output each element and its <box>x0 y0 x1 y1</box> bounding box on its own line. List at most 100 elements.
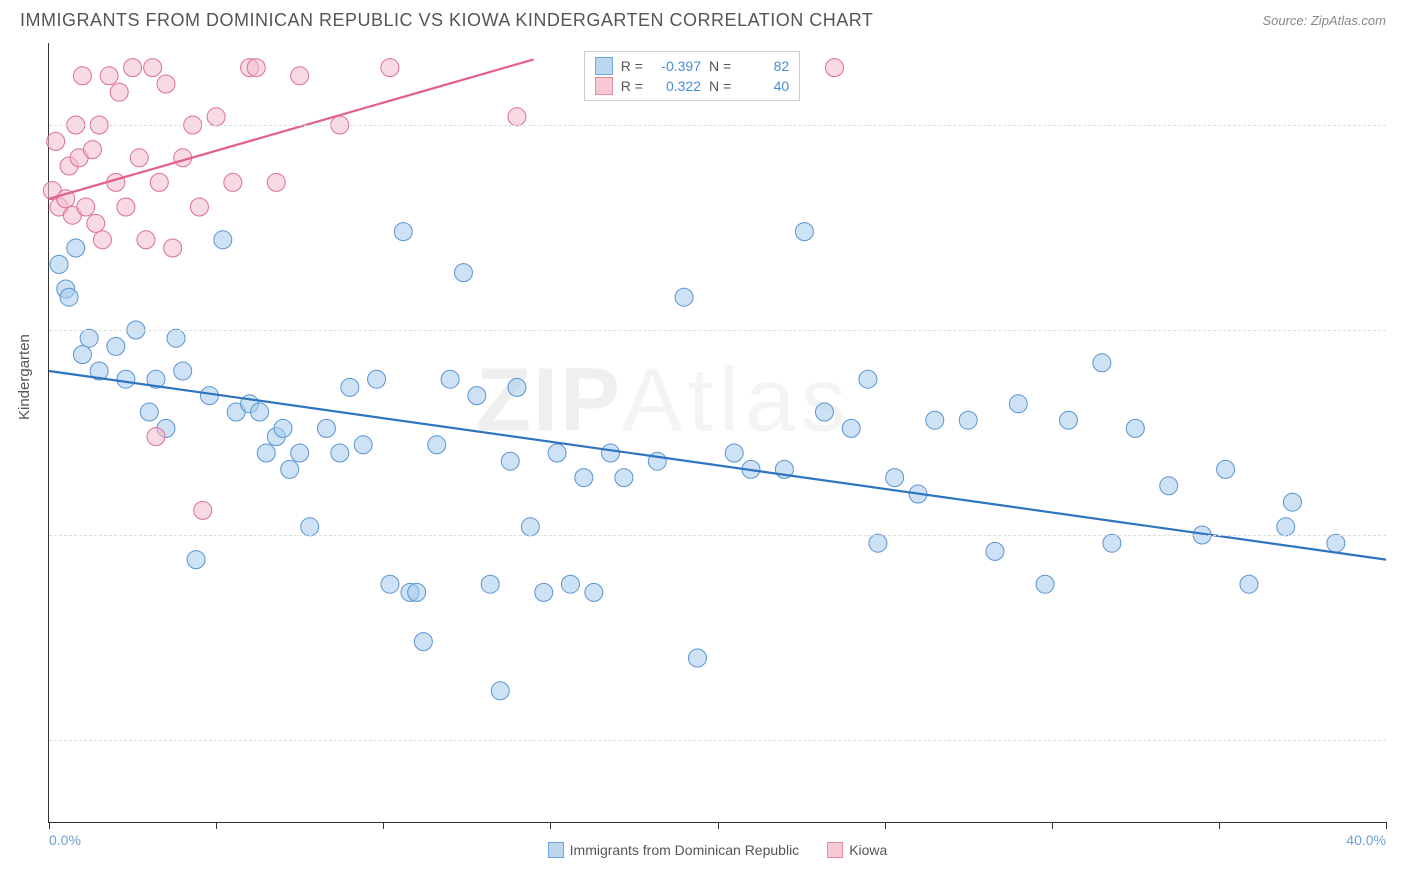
data-point <box>257 444 275 462</box>
x-tick <box>1219 822 1220 829</box>
swatch-blue <box>595 57 613 75</box>
data-point <box>107 337 125 355</box>
data-point <box>80 329 98 347</box>
legend-label-blue: Immigrants from Dominican Republic <box>570 842 800 858</box>
data-point <box>87 214 105 232</box>
grid-line <box>49 535 1386 536</box>
data-point <box>354 436 372 454</box>
header: IMMIGRANTS FROM DOMINICAN REPUBLIC VS KI… <box>0 0 1406 37</box>
data-point <box>331 444 349 462</box>
correlation-legend: R = -0.397 N = 82 R = 0.322 N = 40 <box>584 51 800 101</box>
data-point <box>481 575 499 593</box>
r-label: R = <box>621 78 643 94</box>
data-point <box>317 419 335 437</box>
data-point <box>795 223 813 241</box>
y-tick-label: 95.0% <box>1396 527 1406 543</box>
x-tick <box>49 822 50 829</box>
data-point <box>93 231 111 249</box>
data-point <box>508 108 526 126</box>
data-point <box>381 59 399 77</box>
data-point <box>83 141 101 159</box>
r-value-pink: 0.322 <box>651 78 701 94</box>
data-point <box>124 59 142 77</box>
data-point <box>167 329 185 347</box>
data-point <box>301 518 319 536</box>
data-point <box>491 682 509 700</box>
source-label: Source: ZipAtlas.com <box>1262 13 1386 28</box>
y-tick-label: 92.5% <box>1396 732 1406 748</box>
data-point <box>1036 575 1054 593</box>
data-point <box>986 542 1004 560</box>
data-point <box>585 583 603 601</box>
chart-title: IMMIGRANTS FROM DOMINICAN REPUBLIC VS KI… <box>20 10 873 31</box>
swatch-pink <box>595 77 613 95</box>
n-label: N = <box>709 78 731 94</box>
data-point <box>130 149 148 167</box>
data-point <box>77 198 95 216</box>
data-point <box>869 534 887 552</box>
r-value-blue: -0.397 <box>651 58 701 74</box>
data-point <box>194 501 212 519</box>
data-point <box>521 518 539 536</box>
x-tick <box>1386 822 1387 829</box>
data-point <box>1283 493 1301 511</box>
n-value-blue: 82 <box>739 58 789 74</box>
data-point <box>150 173 168 191</box>
data-point <box>224 173 242 191</box>
data-point <box>164 239 182 257</box>
x-tick <box>1052 822 1053 829</box>
data-point <box>959 411 977 429</box>
data-point <box>251 403 269 421</box>
trend-line <box>49 371 1386 560</box>
y-tick-label: 97.5% <box>1396 322 1406 338</box>
data-point <box>117 370 135 388</box>
legend-row-pink: R = 0.322 N = 40 <box>595 76 789 96</box>
data-point <box>615 469 633 487</box>
x-tick <box>885 822 886 829</box>
data-point <box>602 444 620 462</box>
data-point <box>815 403 833 421</box>
x-tick <box>383 822 384 829</box>
swatch-blue <box>548 842 564 858</box>
data-point <box>110 83 128 101</box>
data-point <box>394 223 412 241</box>
data-point <box>1103 534 1121 552</box>
data-point <box>886 469 904 487</box>
data-point <box>140 403 158 421</box>
data-point <box>1277 518 1295 536</box>
data-point <box>1059 411 1077 429</box>
data-point <box>926 411 944 429</box>
data-point <box>725 444 743 462</box>
data-point <box>1160 477 1178 495</box>
x-tick <box>718 822 719 829</box>
n-value-pink: 40 <box>739 78 789 94</box>
data-point <box>207 108 225 126</box>
n-label: N = <box>709 58 731 74</box>
data-point <box>1093 354 1111 372</box>
series-legend: Immigrants from Dominican Republic Kiowa <box>49 842 1386 858</box>
data-point <box>214 231 232 249</box>
data-point <box>859 370 877 388</box>
legend-row-blue: R = -0.397 N = 82 <box>595 56 789 76</box>
data-point <box>157 75 175 93</box>
data-point <box>428 436 446 454</box>
data-point <box>341 378 359 396</box>
plot-svg <box>49 43 1386 822</box>
legend-item-blue: Immigrants from Dominican Republic <box>548 842 800 858</box>
data-point <box>575 469 593 487</box>
grid-line <box>49 740 1386 741</box>
data-point <box>67 239 85 257</box>
data-point <box>1009 395 1027 413</box>
data-point <box>100 67 118 85</box>
data-point <box>247 59 265 77</box>
source-prefix: Source: <box>1262 13 1310 28</box>
data-point <box>825 59 843 77</box>
data-point <box>675 288 693 306</box>
data-point <box>174 362 192 380</box>
data-point <box>60 288 78 306</box>
legend-label-pink: Kiowa <box>849 842 887 858</box>
data-point <box>454 264 472 282</box>
source-name: ZipAtlas.com <box>1311 13 1386 28</box>
x-tick <box>216 822 217 829</box>
x-tick <box>550 822 551 829</box>
